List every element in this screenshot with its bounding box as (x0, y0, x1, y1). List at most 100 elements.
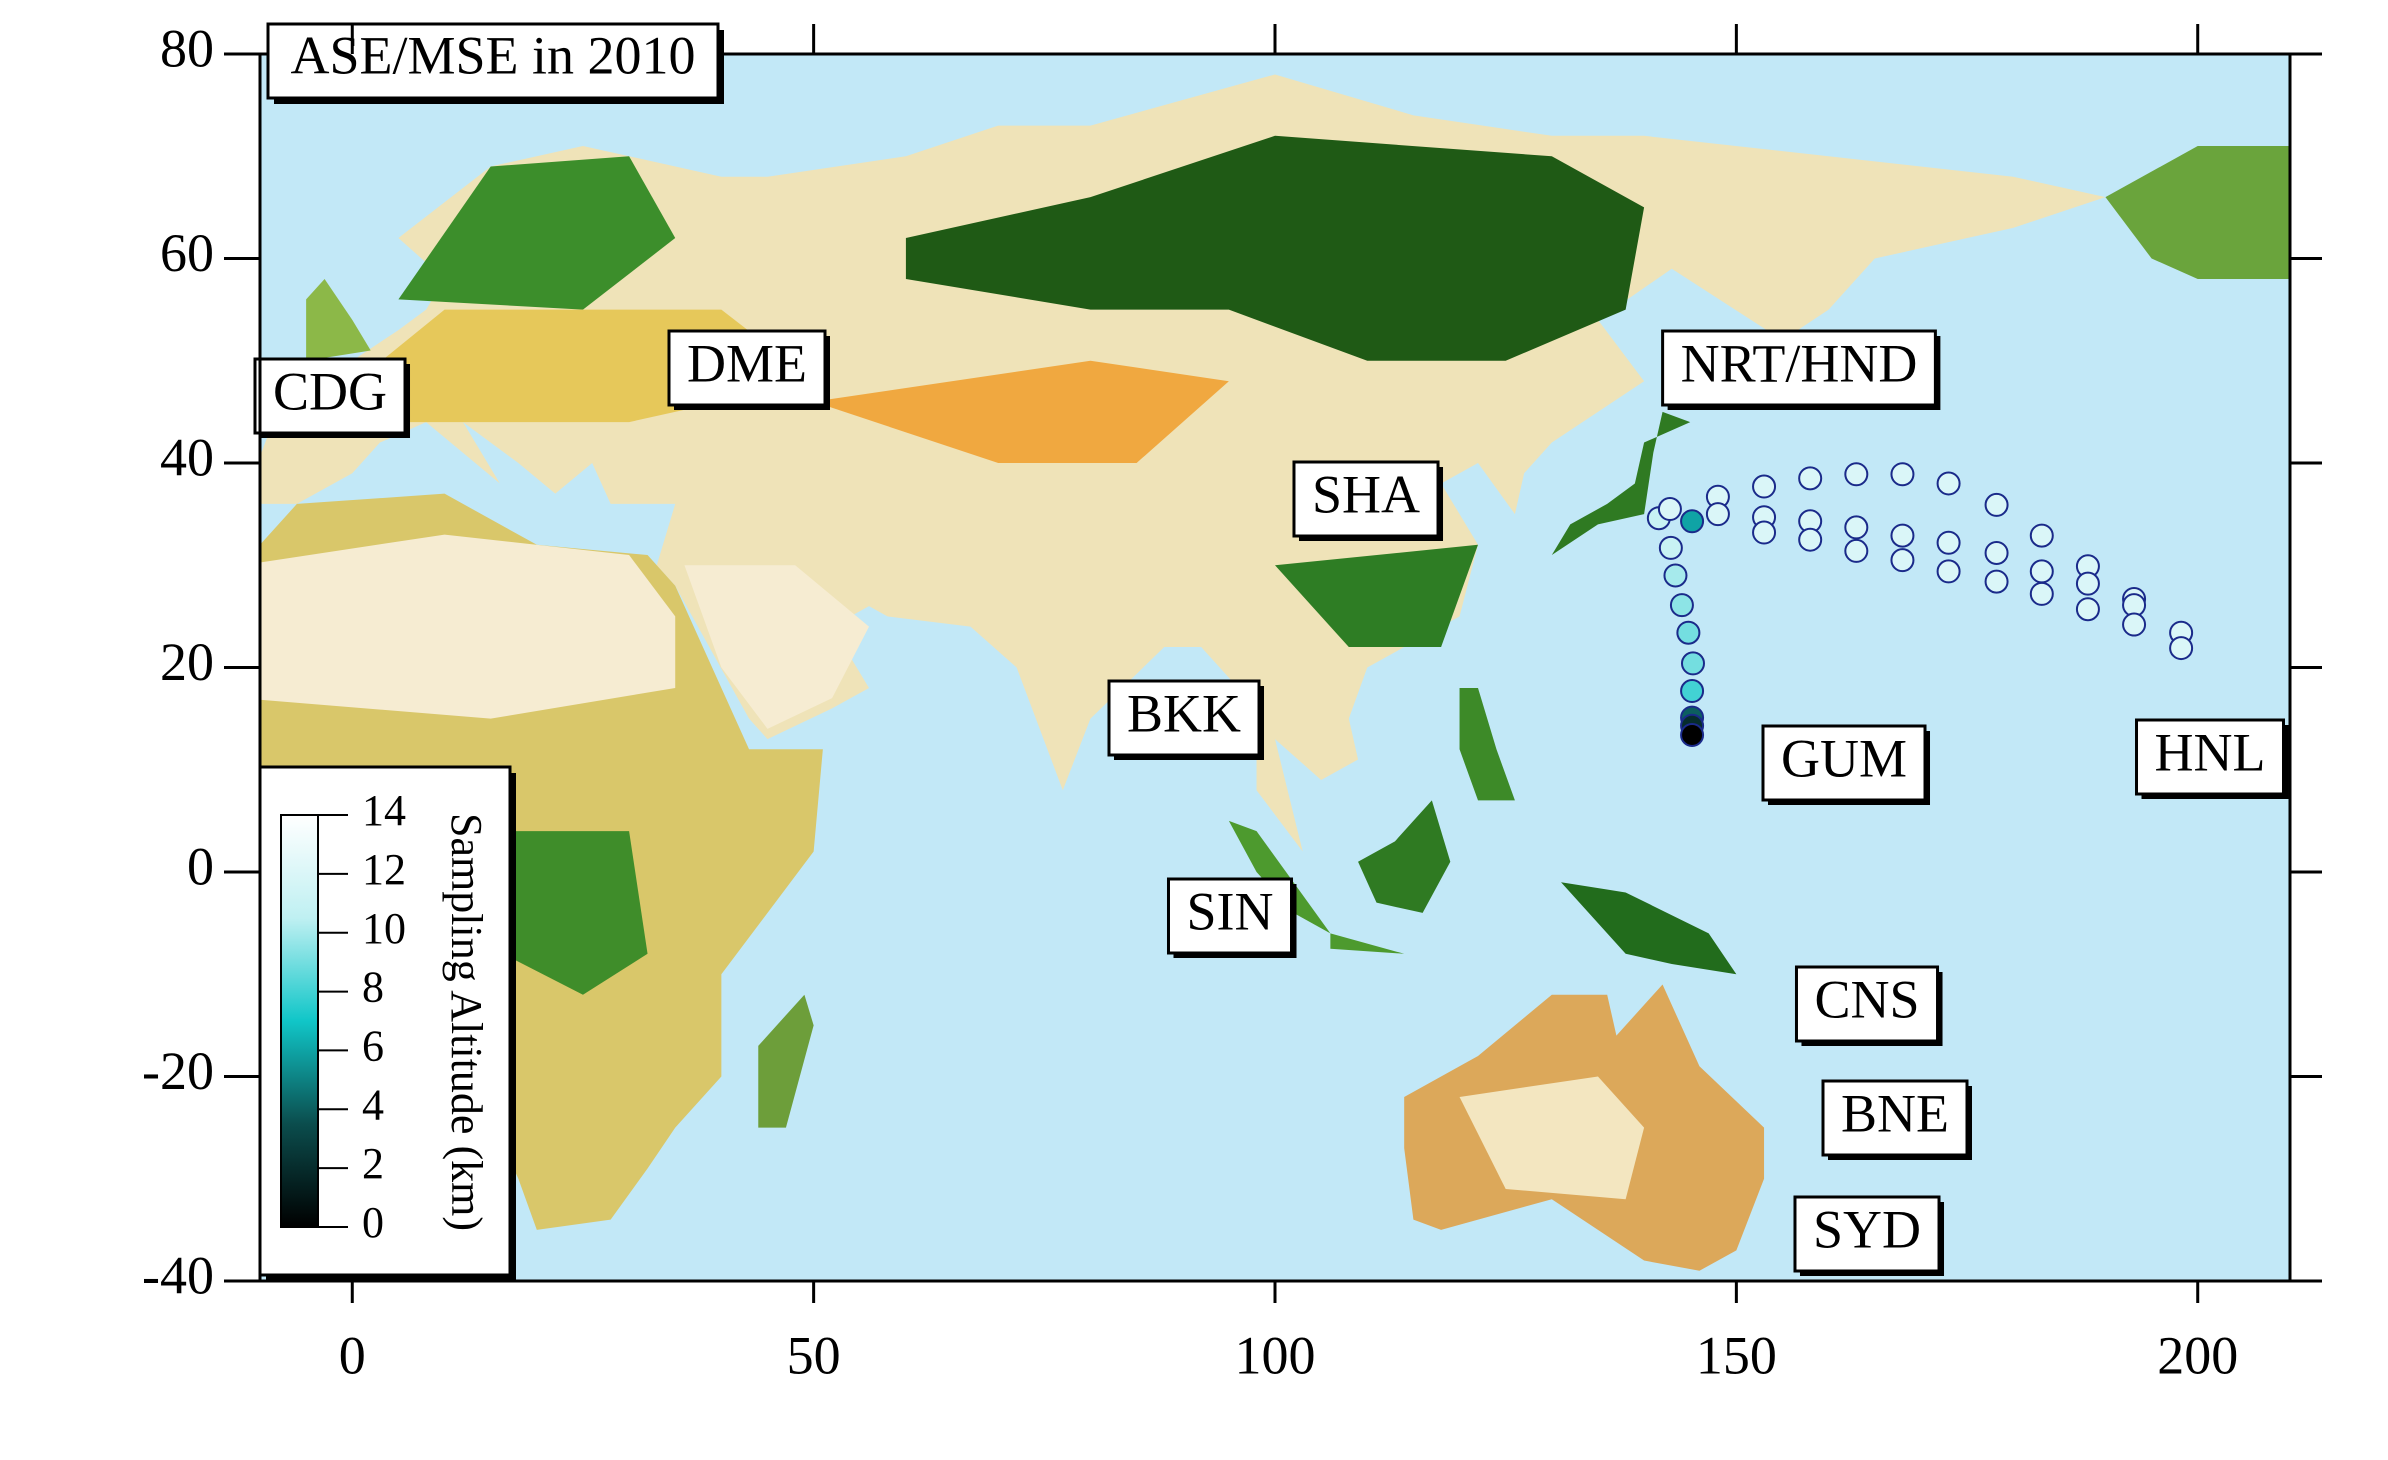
y-tick-label: -40 (142, 1245, 214, 1305)
sample-point (1984, 492, 2009, 517)
sample-point (1669, 593, 1694, 618)
colorbar-tick-label: 14 (362, 786, 406, 835)
sample-point (1680, 722, 1705, 747)
sample-point (1844, 462, 1869, 487)
colorbar-tick-label: 4 (362, 1080, 384, 1129)
airport-label: SHA (1312, 464, 1420, 524)
y-tick-label: 0 (187, 836, 214, 896)
landmass (1330, 933, 1405, 954)
landmass (2105, 146, 2290, 279)
colorbar-tick-label: 8 (362, 963, 384, 1012)
landmass (813, 360, 1229, 463)
colorbar-gradient (280, 814, 319, 1228)
airport-label-box (253, 357, 407, 435)
airport-label: DME (687, 333, 807, 393)
points (1646, 462, 2194, 747)
colorbar-tick-label: 12 (362, 845, 406, 894)
sample-point (1984, 569, 2009, 594)
sample-point (1936, 559, 1961, 584)
y-tick-label: -20 (142, 1041, 214, 1101)
sample-point (1657, 497, 1682, 522)
sample-point (1680, 679, 1705, 704)
sample-point (1752, 474, 1777, 499)
sample-point (1798, 527, 1823, 552)
sample-point (2169, 636, 2194, 661)
airport-label-box (1292, 460, 1440, 538)
sample-point (1984, 540, 2009, 565)
sample-point (2075, 597, 2100, 622)
colorbar-label: Sampling Altitude (km) (442, 813, 491, 1231)
landmass (1551, 411, 1691, 556)
landmass (905, 135, 1645, 361)
x-tick-label: 200 (2157, 1325, 2238, 1385)
airport-label: BNE (1841, 1083, 1949, 1143)
colorbar-tick-label: 6 (362, 1022, 384, 1071)
sample-point (1844, 515, 1869, 540)
colorbar-tick-label: 0 (362, 1198, 384, 1247)
landmass (684, 565, 869, 729)
airport-label-box (2135, 718, 2285, 796)
sample-point (1936, 530, 1961, 555)
landmass (758, 994, 814, 1128)
sample-point (1680, 509, 1705, 534)
landmass (1561, 882, 1737, 975)
airport-label-box (1794, 965, 1940, 1043)
landmass (1358, 800, 1451, 913)
x-tick-label: 50 (787, 1325, 841, 1385)
sample-point (1844, 538, 1869, 563)
airport-label: SYD (1813, 1199, 1921, 1259)
airport-label: CDG (273, 361, 387, 421)
airport-label-box (1793, 1195, 1941, 1273)
y-tick-label: 40 (160, 427, 214, 487)
x-tick-label: 100 (1235, 1325, 1316, 1385)
sample-point (1676, 620, 1701, 645)
landmass (1459, 687, 1515, 801)
sample-point (1663, 563, 1688, 588)
x-tick-label: 0 (339, 1325, 366, 1385)
airport-label: CNS (1814, 969, 1919, 1029)
landmass (1275, 544, 1478, 648)
sample-point (2029, 581, 2054, 606)
sample-point (2075, 571, 2100, 596)
landmass (306, 278, 371, 361)
airport-label-box (667, 329, 827, 407)
colorbar-tick-label: 2 (362, 1139, 384, 1188)
airport-label: BKK (1127, 683, 1241, 743)
sample-point (1658, 535, 1683, 560)
airport-label-box (1166, 877, 1294, 955)
x-tick-label: 150 (1696, 1325, 1777, 1385)
chart-title: ASE/MSE in 2010 (290, 25, 695, 85)
airport-label-box (1107, 679, 1261, 757)
landmass (260, 534, 676, 719)
sample-point (2029, 523, 2054, 548)
sample-point (1752, 520, 1777, 545)
sample-point (2029, 559, 2054, 584)
sample-point (1936, 471, 1961, 496)
airport-label: HNL (2155, 722, 2266, 782)
sample-point (1798, 466, 1823, 491)
y-tick-label: 60 (160, 223, 214, 283)
landmass (1228, 820, 1331, 934)
colorbar-tick-label: 10 (362, 904, 406, 953)
title-frame (266, 22, 720, 100)
airport-label: SIN (1186, 881, 1273, 941)
title-box: ASE/MSE in 2010 (266, 22, 724, 104)
landmass (398, 156, 676, 310)
sample-point (1890, 462, 1915, 487)
y-tick-label: 20 (160, 632, 214, 692)
y-tick-label: 80 (160, 18, 214, 78)
airport-label-box (1661, 329, 1937, 407)
sample-point (1890, 548, 1915, 573)
sample-point (2122, 612, 2147, 637)
sample-point (1890, 523, 1915, 548)
landmass (1459, 1076, 1645, 1200)
sample-point (1705, 502, 1730, 527)
airport-label: GUM (1781, 728, 1907, 788)
colorbar: Sampling Altitude (km) 0 2 4 6 8 10 12 14 (258, 765, 516, 1281)
airport-label: NRT/HND (1681, 333, 1918, 393)
airport-label-box (1761, 724, 1927, 802)
sample-point (1680, 651, 1705, 676)
land (260, 74, 2290, 1271)
airport-label-box (1821, 1079, 1969, 1157)
